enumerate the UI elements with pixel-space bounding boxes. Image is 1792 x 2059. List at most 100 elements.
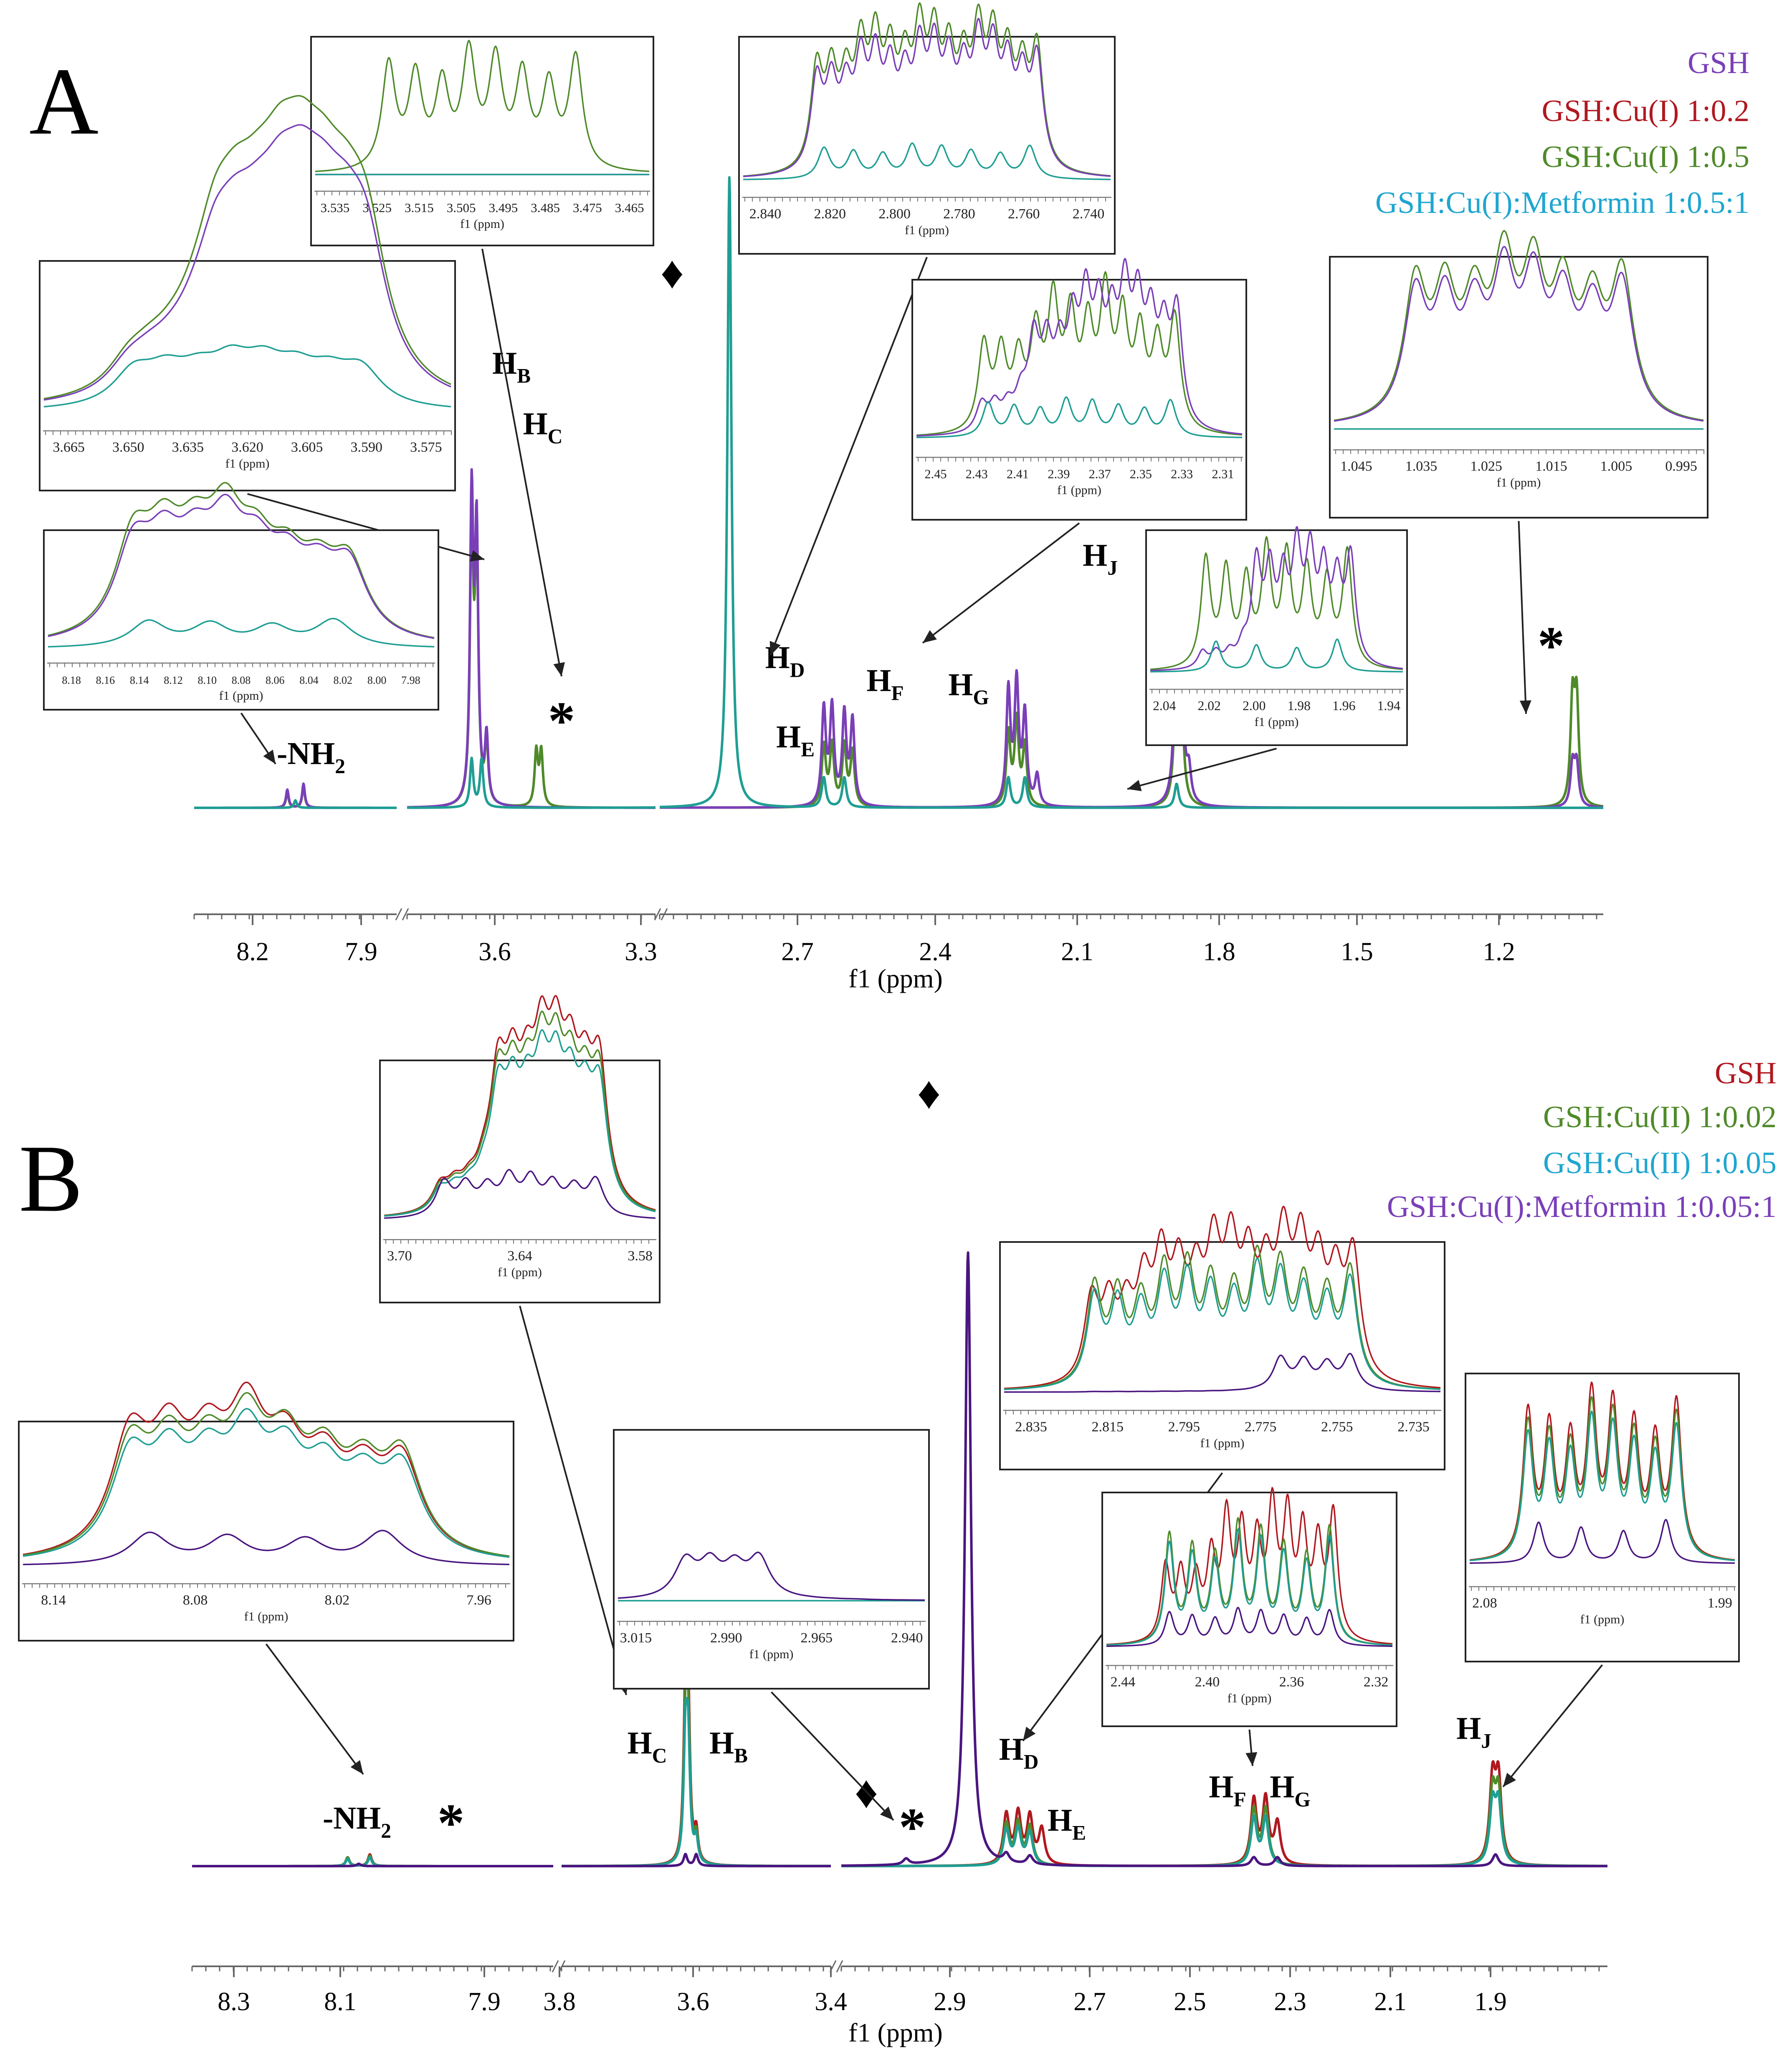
- panel-letter: A: [29, 48, 99, 154]
- arrow-head: [1127, 780, 1142, 792]
- inset-tick-label: 2.41: [1007, 467, 1029, 481]
- peak-label: *: [548, 691, 575, 751]
- inset-trace: [23, 1381, 510, 1557]
- inset-trace: [1106, 1528, 1392, 1646]
- tick-label: 8.3: [218, 1988, 250, 2016]
- inset-tick-label: 2.940: [891, 1630, 923, 1646]
- inset-tick-label: 8.14: [130, 674, 149, 686]
- inset-tick-label: 2.755: [1321, 1419, 1353, 1434]
- inset-trace: [1334, 230, 1704, 421]
- inset-arrow: [481, 248, 562, 677]
- inset-tick-label: 3.635: [172, 440, 204, 455]
- tick-label: 1.8: [1203, 938, 1235, 966]
- legend-entry: GSH:Cu(I) 1:0.2: [1542, 94, 1749, 128]
- inset-tick-label: 8.02: [334, 674, 353, 686]
- inset-axis-label: f1 (ppm): [244, 1610, 289, 1624]
- inset-tick-label: 2.835: [1015, 1419, 1047, 1434]
- peak-label: HJ: [1456, 1711, 1491, 1752]
- inset-tick-label: 2.735: [1397, 1419, 1430, 1434]
- inset-axis-label: f1 (ppm): [1057, 483, 1101, 497]
- spectrum-trace: [561, 1852, 832, 1867]
- tick-label: 2.7: [781, 938, 814, 966]
- inset-tick-label: 8.14: [41, 1593, 66, 1608]
- inset-tick-label: 8.04: [299, 674, 319, 686]
- inset-trace: [48, 482, 435, 639]
- peak-label: HF: [866, 663, 904, 704]
- inset-trace: [43, 95, 451, 400]
- tick-label: 7.9: [468, 1988, 501, 2016]
- inset-trace: [1004, 1257, 1440, 1390]
- inset-tick-label: 3.605: [291, 440, 323, 455]
- inset-frame: [310, 36, 654, 246]
- inset-trace: [1470, 1519, 1735, 1564]
- inset-frame: [999, 1241, 1445, 1470]
- arrow-head: [1245, 1752, 1258, 1766]
- arrow-head: [1023, 1726, 1036, 1741]
- spectrum-trace: [191, 1862, 554, 1867]
- legend-entry: GSH:Cu(II) 1:0.02: [1543, 1100, 1777, 1134]
- inset-tick-label: 3.70: [387, 1248, 412, 1264]
- tick-label: 2.9: [934, 1988, 966, 2016]
- tick-label: 8.2: [236, 938, 269, 966]
- inset-frame: [379, 1060, 661, 1303]
- inset-tick-label: 8.08: [232, 674, 251, 686]
- inset-tick-label: 2.965: [800, 1630, 833, 1646]
- inset-trace: [1004, 1206, 1441, 1389]
- peak-label: HJ: [1083, 538, 1118, 579]
- spectrum-trace: [406, 468, 656, 809]
- spectrum-trace: [193, 782, 397, 809]
- peak-label: *: [438, 1793, 465, 1853]
- legend-entry: GSH: [1715, 1056, 1777, 1090]
- inset-arrow: [265, 1643, 364, 1775]
- inset-plot: 2.04 2.02 2.00 1.98 1.96 1.94 f1 (ppm): [1127, 526, 1408, 792]
- inset-tick-label: 3.650: [112, 440, 144, 455]
- inset-arrow: [247, 493, 485, 560]
- inset-frame: [613, 1429, 930, 1690]
- tick-label: 3.6: [478, 938, 511, 966]
- inset-tick-label: 2.35: [1130, 467, 1152, 481]
- inset-tick-label: 3.620: [231, 440, 263, 455]
- panel-letter: B: [19, 1125, 83, 1232]
- inset-tick-label: 2.32: [1364, 1674, 1389, 1690]
- spectrum-trace: [193, 785, 397, 809]
- peak-label: HG: [1270, 1769, 1311, 1811]
- inset-tick-label: 3.665: [53, 440, 85, 455]
- inset-trace: [1469, 1410, 1735, 1561]
- inset-plot: 1.045 1.035 1.025 1.015 1.005 0.995 f1 (ppm): [1329, 230, 1708, 714]
- legend-entry: GSH: [1688, 46, 1749, 80]
- tick-label: 2.1: [1061, 938, 1093, 966]
- inset-arrow: [922, 522, 1080, 644]
- arrow-head: [1503, 1773, 1516, 1787]
- inset-tick-label: 2.740: [1073, 206, 1105, 222]
- inset-tick-label: 2.780: [943, 206, 975, 222]
- inset-tick-label: 1.045: [1340, 459, 1372, 474]
- inset-trace: [1150, 638, 1403, 673]
- inset-tick-label: 2.795: [1168, 1419, 1200, 1434]
- x-axis-label: f1 (ppm): [848, 964, 943, 993]
- inset-tick-label: 3.515: [405, 200, 434, 215]
- peak-label: -NH2: [323, 1801, 391, 1842]
- inset-arrow: [1127, 748, 1277, 790]
- inset-plot: 3.70 3.64 3.58 f1 (ppm): [379, 995, 661, 1695]
- inset-arrow: [769, 257, 928, 656]
- inset-trace: [1106, 1606, 1392, 1647]
- inset-tick-label: 0.995: [1665, 459, 1697, 474]
- tick-label: 3.8: [543, 1988, 576, 2016]
- legend-entry: GSH:Cu(I) 1:0.5: [1542, 140, 1749, 174]
- peak-label: HG: [948, 667, 989, 708]
- peak-label: HD: [999, 1732, 1039, 1773]
- inset-trace: [1469, 1396, 1735, 1561]
- peak-label: HE: [776, 719, 815, 761]
- spectrum-trace: [561, 1697, 832, 1867]
- peak-label: HB: [709, 1725, 748, 1767]
- inset-trace: [743, 18, 1111, 177]
- inset-axis-label: f1 (ppm): [219, 689, 263, 703]
- inset-plot: 2.08 1.99 f1 (ppm): [1465, 1373, 1740, 1788]
- inset-trace: [743, 2, 1111, 177]
- inset-tick-label: 1.005: [1600, 459, 1633, 474]
- inset-axis-label: f1 (ppm): [460, 217, 504, 231]
- inset-tick-label: 2.31: [1212, 467, 1234, 481]
- peak-label: HD: [765, 640, 805, 681]
- inset-axis-label: f1 (ppm): [1580, 1613, 1625, 1626]
